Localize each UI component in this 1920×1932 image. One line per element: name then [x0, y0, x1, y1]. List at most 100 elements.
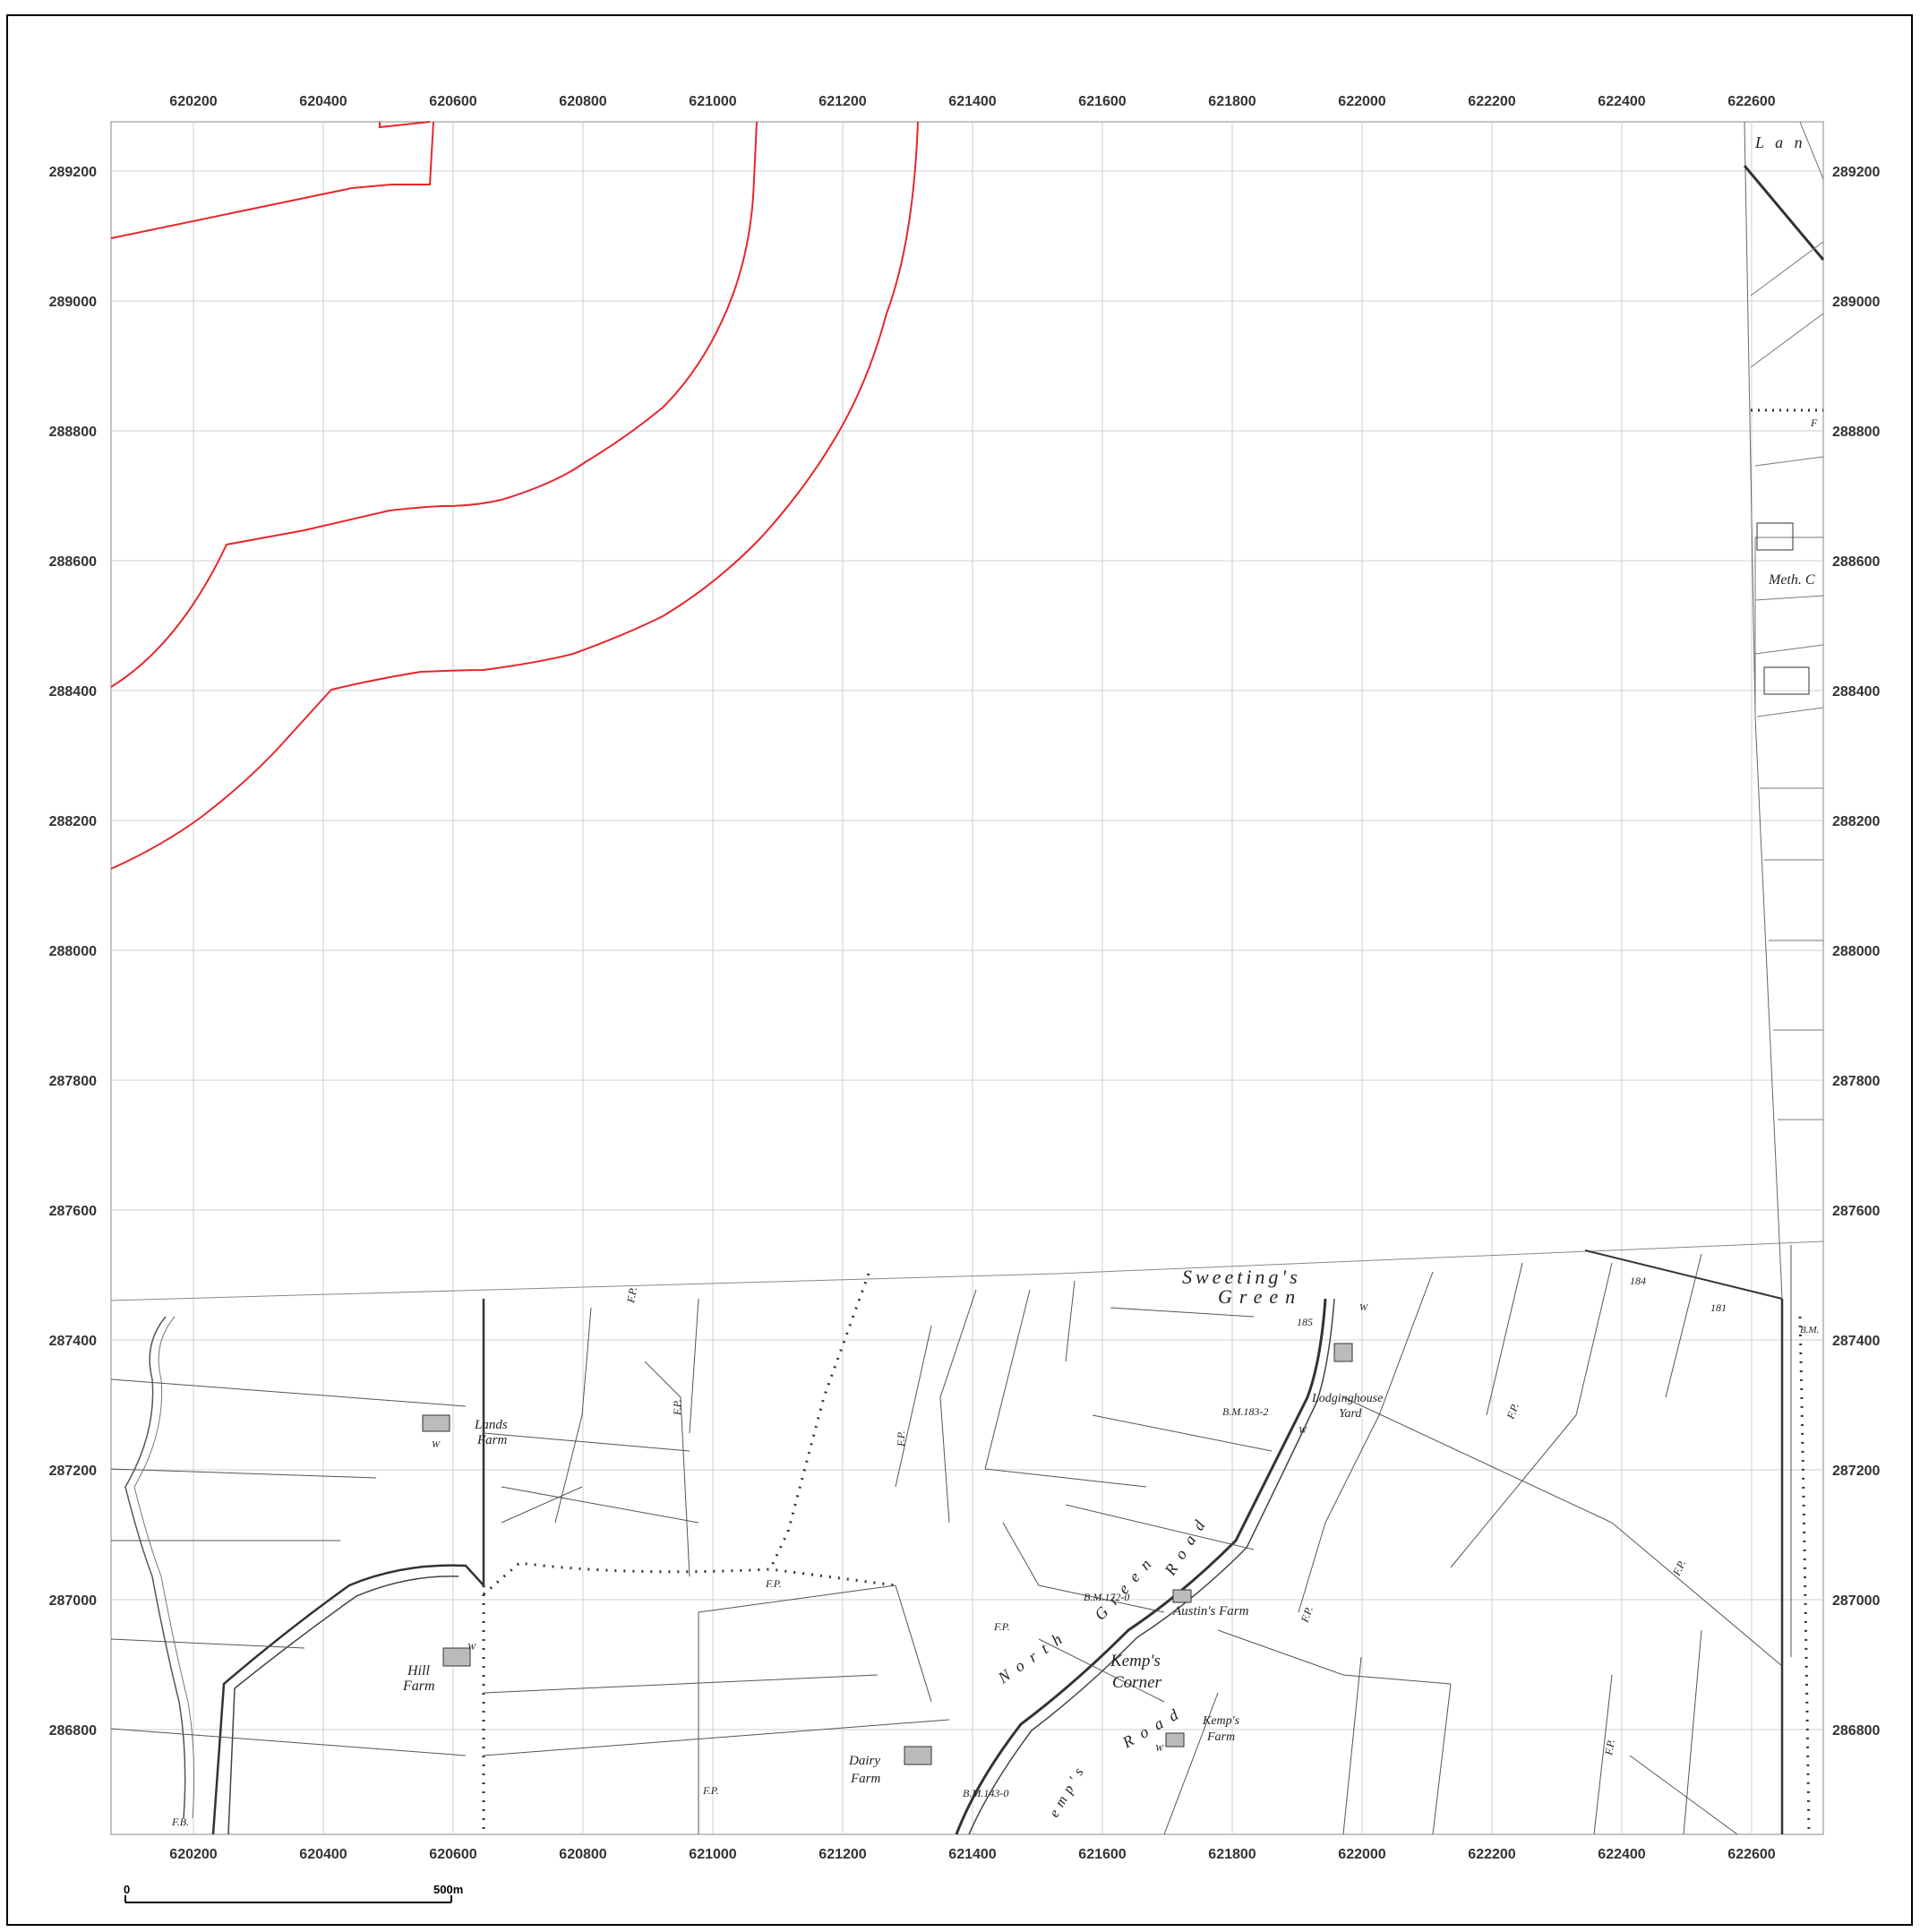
northing-label-right: 289200: [1832, 165, 1880, 180]
easting-label-top: 622000: [1338, 94, 1385, 109]
easting-label-top: 622200: [1468, 94, 1515, 109]
hill-farm-building: [442, 1647, 471, 1667]
red-boundary-lines: [110, 121, 919, 870]
easting-label-top: 621400: [948, 94, 996, 109]
northing-label-left: 287600: [49, 1204, 97, 1219]
label-dairy: Dairy: [848, 1754, 880, 1768]
label-w-5: W: [1359, 1302, 1368, 1313]
northing-label-left: 287200: [49, 1464, 97, 1479]
label-hill-farm: Farm: [402, 1679, 435, 1694]
label-bm-172: B.M.172-0: [1084, 1591, 1129, 1603]
west-road-edge: [227, 1576, 459, 1835]
easting-label-bottom: 621000: [689, 1847, 736, 1862]
label-lodginghouse: Lodginghouse: [1311, 1392, 1383, 1405]
northing-label-left: 289000: [49, 295, 97, 310]
label-kemps-farm-1: Kemp's: [1202, 1714, 1240, 1728]
label-fp-6: F.P.: [1298, 1605, 1316, 1625]
easting-label-bottom: 621600: [1078, 1847, 1126, 1862]
northing-label-left: 288200: [49, 814, 97, 829]
northing-labels-left: 289200 289000 288800 288600 288400 288200 2880…: [49, 165, 97, 1739]
label-w-1: W: [432, 1439, 441, 1450]
label-fp-4: F.P.: [671, 1399, 683, 1416]
label-kemps-farm-2: Farm: [1206, 1730, 1235, 1744]
easting-label-top: 620600: [429, 94, 476, 109]
northing-label-right: 288600: [1832, 554, 1880, 570]
easting-label-bottom: 620600: [429, 1847, 476, 1862]
easting-label-bottom: 620200: [169, 1847, 217, 1862]
label-bm-183: B.M.183-2: [1222, 1405, 1268, 1418]
label-184: 184: [1630, 1275, 1646, 1287]
easting-label-top: 621000: [689, 94, 736, 109]
austins-farm-building: [1172, 1589, 1192, 1603]
label-w-4: W: [1155, 1743, 1164, 1754]
northing-label-right: 287000: [1832, 1593, 1880, 1609]
easting-label-bottom: 622600: [1727, 1847, 1775, 1862]
label-hill: Hill: [407, 1663, 430, 1679]
northing-label-right: 288000: [1832, 944, 1880, 959]
label-w-3: W: [1299, 1425, 1307, 1436]
grid-lines: [111, 122, 1823, 1834]
northing-label-right: 287400: [1832, 1334, 1880, 1349]
northing-label-right: 288800: [1832, 425, 1880, 440]
scale-bar: 0 500m: [124, 1883, 463, 1903]
northing-label-right: 288200: [1832, 814, 1880, 829]
label-fp-10: F.P.: [624, 1286, 639, 1305]
easting-label-top: 620200: [169, 94, 217, 109]
label-fp-5: F.P.: [895, 1430, 907, 1447]
river: [124, 1316, 186, 1819]
northing-label-left: 288800: [49, 425, 97, 440]
parish-boundary: [1584, 1249, 1783, 1300]
easting-label-bottom: 620400: [299, 1847, 347, 1862]
easting-label-top: 621600: [1078, 94, 1126, 109]
northing-label-right: 288400: [1832, 684, 1880, 700]
boundary-line-top: [110, 121, 434, 239]
easting-label-bottom: 622400: [1598, 1847, 1645, 1862]
easting-label-top: 621200: [819, 94, 866, 109]
easting-label-top: 622600: [1727, 94, 1775, 109]
easting-label-bottom: 621400: [948, 1847, 996, 1862]
east-strip-building: [1763, 666, 1810, 695]
easting-label-bottom: 620800: [559, 1847, 606, 1862]
northing-labels-right: 289200 289000 288800 288600 288400 288200 2880…: [1832, 165, 1880, 1739]
label-austins-farm: Austin's Farm: [1172, 1604, 1249, 1619]
label-fp-1: F.P.: [765, 1577, 782, 1590]
label-f-east: F: [1810, 416, 1818, 429]
easting-label-bottom: 621200: [819, 1847, 866, 1862]
northing-label-left: 288600: [49, 554, 97, 570]
label-fp-2: F.P.: [993, 1620, 1010, 1633]
label-lands: Lands: [474, 1418, 508, 1432]
label-bm-east: B.M.: [1800, 1325, 1819, 1335]
northing-label-left: 289200: [49, 165, 97, 180]
label-corner: Corner: [1112, 1673, 1162, 1692]
northing-label-left: 286800: [49, 1723, 97, 1739]
northing-label-right: 287800: [1832, 1074, 1880, 1089]
label-green: Green: [1218, 1285, 1302, 1308]
label-w-2: W: [467, 1642, 476, 1653]
east-strip-building: [1756, 522, 1794, 551]
boundary-line-middle: [110, 121, 758, 688]
map-top-edge-lower: [110, 1241, 1824, 1301]
dairy-farm-building: [904, 1746, 932, 1765]
label-fp-3: F.P.: [702, 1784, 719, 1797]
label-yard: Yard: [1339, 1407, 1362, 1421]
map-frame: [110, 121, 1824, 1835]
lands-farm-building: [422, 1414, 450, 1432]
label-185: 185: [1297, 1316, 1313, 1328]
kemps-farm-building: [1165, 1732, 1185, 1747]
easting-label-top: 621800: [1208, 94, 1256, 109]
lodginghouse-yard-building: [1333, 1343, 1353, 1362]
river-bank: [133, 1316, 195, 1819]
label-lands-farm: Farm: [476, 1433, 508, 1447]
northing-label-right: 287200: [1832, 1464, 1880, 1479]
northing-label-left: 288000: [49, 944, 97, 959]
north-green-road-edge: [968, 1298, 1335, 1835]
label-dairy-farm: Farm: [850, 1772, 881, 1786]
east-strip-road: [1743, 165, 1825, 261]
label-kemps: Kemp's: [1110, 1652, 1161, 1670]
easting-label-top: 620800: [559, 94, 606, 109]
west-road: [211, 1299, 485, 1835]
easting-label-top: 620400: [299, 94, 347, 109]
label-sweetings: Sweeting's: [1182, 1266, 1301, 1288]
field-line: [110, 1245, 1792, 1835]
